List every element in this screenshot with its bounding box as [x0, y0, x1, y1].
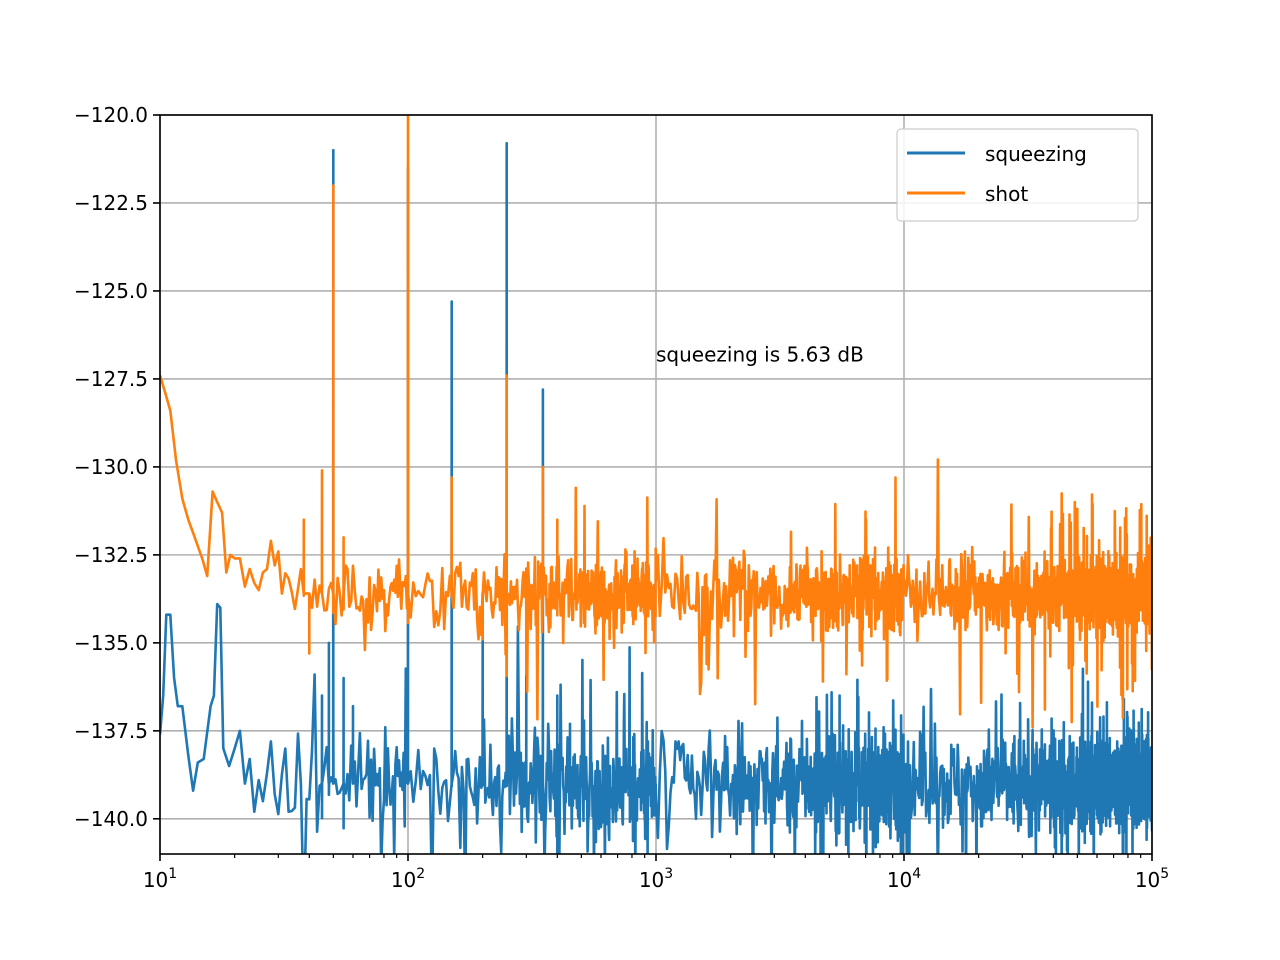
x-tick-label: 102	[391, 866, 425, 892]
y-tick-label: −127.5	[74, 367, 148, 391]
x-tick-label: 103	[639, 866, 673, 892]
legend: squeezing shot	[896, 128, 1139, 222]
plot-frame	[159, 114, 1153, 855]
series-lines	[160, 115, 1152, 854]
series-line-shot	[160, 115, 1152, 729]
y-tick-label: −130.0	[74, 455, 148, 479]
y-tick-label: −132.5	[74, 543, 148, 567]
tick-labels: 101 102 103 104 105 −120.0 −122.5 −125.0 −127.5 −…	[74, 103, 1169, 892]
y-tick-label: −120.0	[74, 103, 148, 127]
y-tick-label: −135.0	[74, 631, 148, 655]
series-line-squeezing	[160, 141, 1152, 854]
legend-label-squeezing: squeezing	[985, 142, 1087, 166]
x-tick-label: 104	[887, 866, 921, 892]
axis-ticks	[153, 114, 1153, 861]
y-tick-label: −125.0	[74, 279, 148, 303]
annotation-squeezing: squeezing is 5.63 dB	[656, 342, 864, 366]
x-tick-label: 101	[143, 866, 177, 892]
y-tick-label: −122.5	[74, 191, 148, 215]
x-tick-label: 105	[1135, 866, 1169, 892]
legend-label-shot: shot	[985, 182, 1028, 206]
y-tick-label: −140.0	[74, 807, 148, 831]
y-tick-label: −137.5	[74, 719, 148, 743]
